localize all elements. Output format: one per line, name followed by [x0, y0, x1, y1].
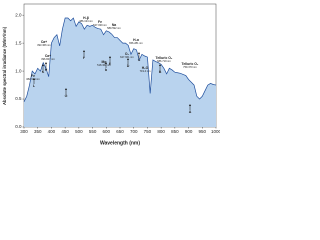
arrow-head — [138, 52, 140, 54]
arrow-head — [189, 104, 191, 106]
arrow-head — [109, 56, 111, 58]
arrow-head — [83, 50, 85, 52]
y-axis-title: Absolute spectral irradiance (W/m²/nm) — [2, 26, 7, 105]
fraunhofer-letter: E — [109, 62, 112, 66]
annotation-element: Na — [112, 23, 116, 27]
fraunhofer-letter: A — [189, 110, 192, 114]
x-tick-label: 400 — [48, 129, 56, 134]
x-axis-title: Wavelength (nm) — [100, 140, 140, 146]
x-tick-label: 600 — [103, 129, 111, 134]
annotation-element: Fe — [31, 74, 35, 78]
x-tick-label: 1000 — [211, 129, 220, 134]
fraunhofer-letter: H — [45, 68, 48, 72]
arrow-head — [45, 62, 47, 64]
annotation-wavelength: 486.134 nm — [79, 19, 93, 23]
annotation-wavelength: 589.592 nm — [107, 26, 121, 30]
arrow-head — [65, 88, 67, 90]
annotation-element: Ca+ — [45, 54, 51, 58]
y-tick-label: 1.5 — [15, 40, 22, 45]
annotation-element: Telluric O₂ — [182, 62, 199, 66]
annotation-wavelength: 396.847 nm — [41, 57, 55, 61]
annotation-element: Telluric O₂ — [156, 56, 173, 60]
annotation-wavelength: 759.370 nm — [183, 65, 197, 69]
area-fill — [24, 17, 216, 128]
y-tick-label: 0.0 — [15, 124, 22, 129]
y-tick-label: 0.5 — [15, 96, 22, 101]
x-tick-label: 850 — [171, 129, 179, 134]
fraunhofer-letter: b — [105, 68, 108, 72]
fraunhofer-letter: L — [33, 84, 36, 88]
annotation-wavelength: 382.044 nm — [26, 77, 40, 81]
chart: Wavelength (nm) Absolute spectral irradi… — [2, 3, 220, 146]
x-tick-label: 650 — [116, 129, 124, 134]
arrow-head — [159, 64, 161, 66]
annotation-wavelength: 393.366 nm — [37, 43, 51, 47]
annotation-element: H-α — [133, 38, 140, 42]
annotation-wavelength: 686.719 nm — [157, 59, 171, 63]
fraunhofer-letter: G — [65, 94, 68, 98]
fraunhofer-letter: C — [138, 58, 141, 62]
x-tick-label: 700 — [130, 129, 138, 134]
fraunhofer-letter: F — [83, 56, 86, 60]
x-tick-label: 550 — [89, 129, 97, 134]
annotation-wavelength: 719.4 nm — [140, 69, 151, 73]
arrow-head — [33, 78, 35, 80]
annotation-element: Mg — [102, 60, 107, 64]
annotation-wavelength: 656.281 nm — [129, 41, 143, 45]
spectrum-line — [23, 17, 217, 102]
annotation-element: Ca+ — [41, 40, 47, 44]
x-tick-label: 350 — [34, 129, 42, 134]
x-tick-label: 500 — [75, 129, 83, 134]
annotation-element: Fe — [98, 20, 102, 24]
y-tick-label: 1.0 — [15, 68, 22, 73]
annotation-element: H-β — [83, 16, 89, 20]
fraunhofer-letter: K — [42, 70, 45, 74]
annotation-wavelength: 518.362 nm — [97, 63, 111, 67]
annotation-element: O₂ — [125, 52, 130, 56]
arrow-head — [42, 64, 44, 66]
x-tick-label: 950 — [199, 129, 207, 134]
annotation-element: H₂O — [142, 66, 149, 70]
arrow-head — [127, 58, 129, 60]
y-tick-label: 2.0 — [15, 12, 22, 17]
x-tick-label: 900 — [185, 129, 193, 134]
fraunhofer-letter: B — [159, 70, 162, 74]
arrow-head — [105, 62, 107, 64]
x-tick-label: 300 — [20, 129, 28, 134]
x-tick-label: 750 — [144, 129, 152, 134]
fraunhofer-letter: D — [127, 64, 130, 68]
x-tick-label: 800 — [157, 129, 165, 134]
x-tick-label: 450 — [61, 129, 69, 134]
annotation-wavelength: 627.661 nm — [120, 55, 134, 59]
annotation-wavelength: 527.039 nm — [93, 23, 107, 27]
